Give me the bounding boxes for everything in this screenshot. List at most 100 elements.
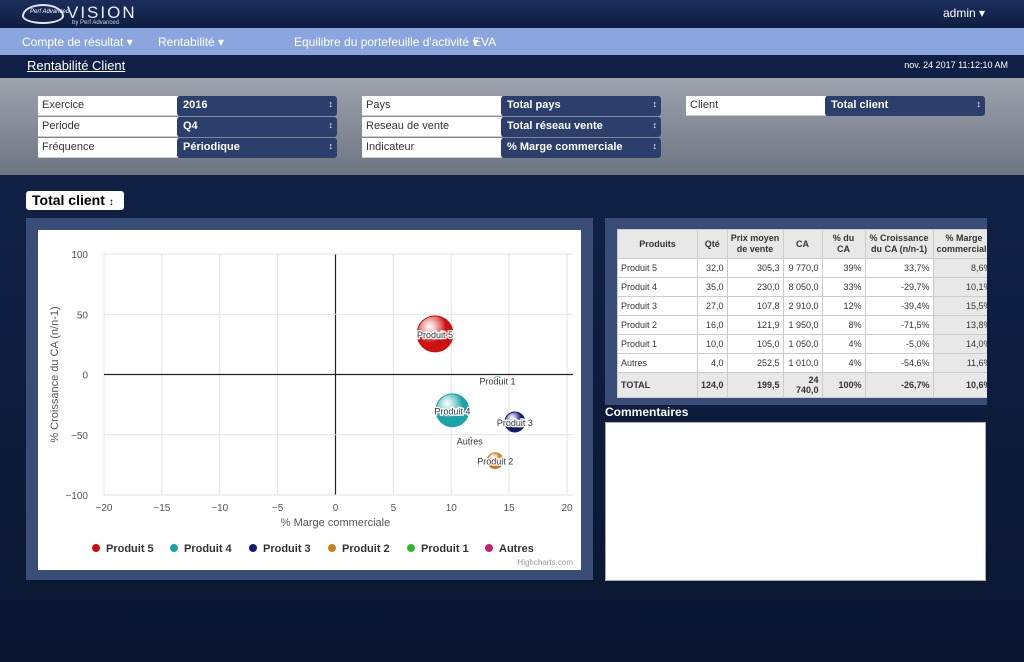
user-menu[interactable]: admin ▾: [943, 6, 986, 20]
bubble: [486, 452, 504, 470]
filter-select[interactable]: 2016: [177, 96, 337, 116]
table-cell: 11,6%: [932, 353, 987, 373]
timestamp: nov. 24 2017 11:12:10 AM: [904, 60, 1008, 70]
credits: Highcharts.com: [517, 558, 573, 567]
data-label: Autres: [457, 436, 484, 446]
table-cell: 4,0: [697, 353, 728, 373]
nav-item[interactable]: Rentabilité ▾: [158, 35, 225, 49]
nav-bar: Compte de résultat ▾ Rentabilité ▾ Equilib…: [0, 28, 1024, 55]
table-cell: Produit 2: [617, 315, 698, 335]
table-cell: 107,8: [726, 296, 784, 316]
filter-select[interactable]: Total réseau vente: [501, 117, 661, 137]
selector-value[interactable]: Total client: [32, 192, 105, 208]
table-cell: 39%: [821, 258, 866, 278]
table-cell: TOTAL: [617, 372, 698, 398]
table-cell: -5,0%: [864, 334, 934, 354]
logo-subtitle: by Perf Advanced: [72, 20, 120, 26]
legend-label[interactable]: Autres: [499, 543, 534, 555]
x-tick-label: −15: [153, 503, 170, 514]
table-cell: 252,5: [726, 353, 784, 373]
table-cell: 121,9: [726, 315, 784, 335]
table-cell: 4%: [821, 353, 866, 373]
comments-title: Commentaires: [605, 405, 689, 419]
table-cell: 15,5%: [932, 296, 987, 316]
y-tick-label: 100: [71, 250, 88, 261]
column-header: % Croissance du CA (n/n-1): [864, 229, 934, 259]
table-cell: 305,3: [726, 258, 784, 278]
table-cell: Produit 3: [617, 296, 698, 316]
column-header: Prix moyen de vente: [726, 229, 784, 259]
table-cell: 124,0: [697, 372, 728, 398]
user-name[interactable]: admin: [943, 6, 976, 20]
data-label: Produit 1: [480, 377, 516, 387]
nav-item[interactable]: Compte de résultat ▾: [22, 35, 133, 49]
data-label: Produit 4: [434, 406, 470, 416]
legend-label[interactable]: Produit 2: [342, 543, 390, 555]
x-tick-label: 0: [333, 503, 339, 514]
legend-label[interactable]: Produit 5: [106, 543, 154, 555]
filter-select[interactable]: % Marge commerciale: [501, 138, 661, 158]
table-cell: Produit 1: [617, 334, 698, 354]
table-cell: -26,7%: [864, 372, 934, 398]
filter-label: Reseau de vente: [362, 117, 502, 137]
table-panel: Produits Qté Prix moyen de vente CA% du CA%…: [605, 218, 987, 405]
table-cell: 27,0: [697, 296, 728, 316]
legend-marker: [249, 544, 257, 552]
table-cell: 8%: [821, 315, 866, 335]
comments-box[interactable]: [605, 422, 986, 581]
x-tick-label: −20: [96, 503, 113, 514]
x-tick-label: 20: [561, 503, 573, 514]
bubble: [466, 436, 474, 444]
table-cell: 14,0%: [932, 334, 987, 354]
table-cell: 105,0: [726, 334, 784, 354]
legend-marker: [170, 544, 178, 552]
logo-brand: Perf Advanced: [30, 9, 70, 15]
bubble: [504, 411, 526, 433]
data-label: Produit 3: [497, 418, 533, 428]
table-cell: 8,6%: [932, 258, 987, 278]
y-tick-label: 50: [77, 310, 89, 321]
table-cell: 32,0: [697, 258, 728, 278]
table-cell: -39,4%: [864, 296, 934, 316]
x-tick-label: 10: [446, 503, 458, 514]
table-cell: -29,7%: [864, 277, 934, 297]
table-cell: 4%: [821, 334, 866, 354]
x-tick-label: −5: [272, 503, 284, 514]
table-cell: 199,5: [726, 372, 784, 398]
legend-label[interactable]: Produit 1: [421, 543, 469, 555]
header-row: Produits Qté Prix moyen de vente CA% du CA%…: [617, 229, 987, 259]
table-cell: 35,0: [697, 277, 728, 297]
legend-label[interactable]: Produit 4: [184, 543, 233, 555]
logo-mark: [22, 4, 64, 24]
legend-marker: [328, 544, 336, 552]
filter-label: Pays: [362, 96, 502, 116]
table-cell: 10,0: [697, 334, 728, 354]
filter-select[interactable]: Total pays: [501, 96, 661, 116]
filter-select[interactable]: Total client: [825, 96, 985, 116]
column-header: Produits: [617, 229, 698, 259]
legend-marker: [92, 544, 100, 552]
legend-label[interactable]: Produit 3: [263, 543, 311, 555]
top-bar: Perf Advanced VISION by Perf Advanced ad…: [0, 0, 1024, 28]
x-tick-label: 5: [391, 503, 397, 514]
filter-select[interactable]: Q4: [177, 117, 337, 137]
nav-item[interactable]: Equilibre du portefeuille d'activité ▾: [294, 35, 479, 49]
client-selector[interactable]: Total client ↕: [26, 191, 124, 210]
filter-select[interactable]: Périodique: [177, 138, 337, 158]
table-cell: 10,6%: [932, 372, 987, 398]
y-tick-label: 0: [82, 371, 88, 382]
nav-item[interactable]: EVA: [473, 35, 497, 49]
x-tick-label: 15: [504, 503, 516, 514]
table-cell: -71,5%: [864, 315, 934, 335]
table-cell: 8 050,0: [782, 277, 823, 297]
table-cell: 10,1%: [932, 277, 987, 297]
table-cell: 24 740,0: [782, 372, 823, 398]
filter-label: Client: [686, 96, 826, 116]
page-title: Rentabilité Client: [27, 58, 126, 73]
table-cell: Autres: [617, 353, 698, 373]
